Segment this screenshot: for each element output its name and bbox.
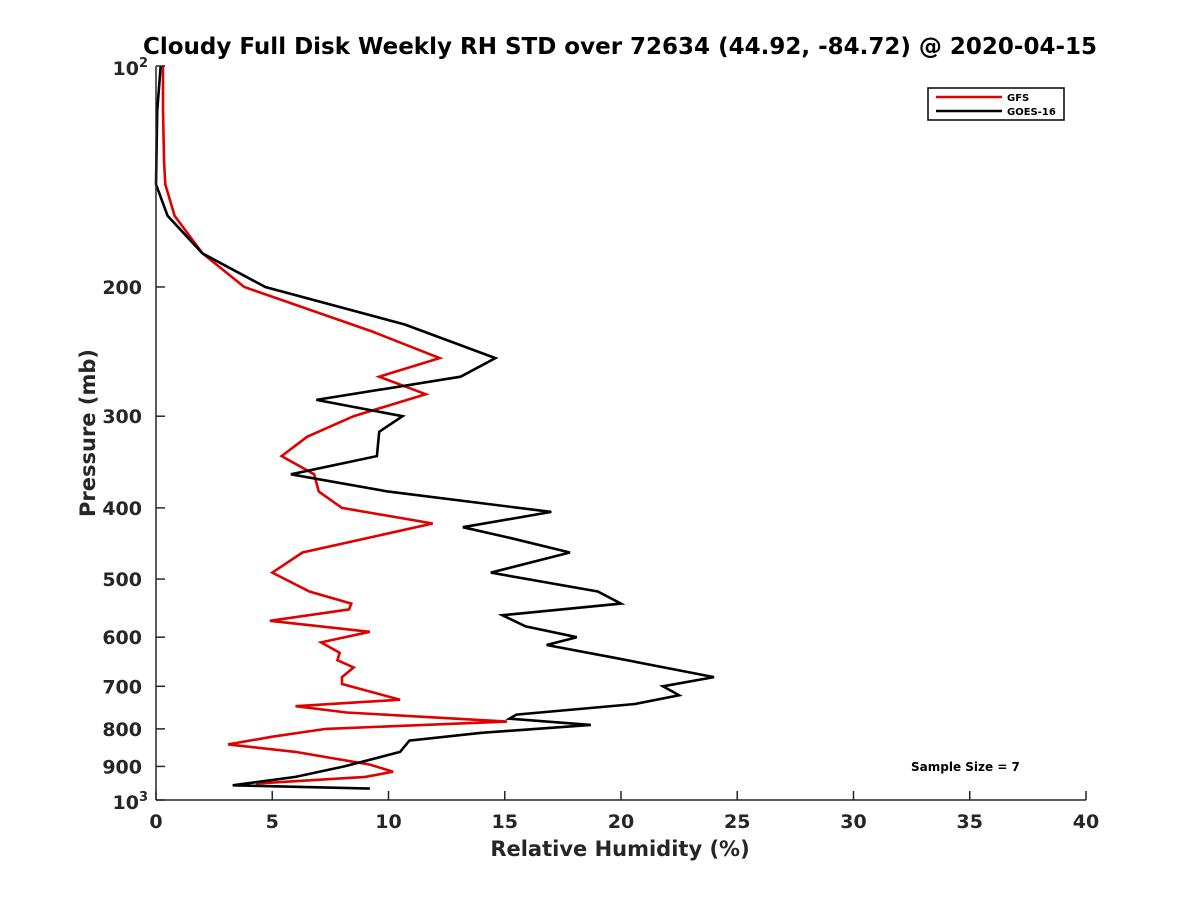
sample-size-annotation: Sample Size = 7: [911, 760, 1020, 774]
legend-label-goes16: GOES-16: [1007, 107, 1056, 118]
y-tick-label: 500: [102, 569, 142, 591]
legend: GFS GOES-16: [927, 87, 1065, 121]
x-tick-label: 30: [840, 811, 866, 833]
y-axis-ticks: 102 200 300 400 500 600 700 800 900 103: [102, 56, 165, 814]
chart-title: Cloudy Full Disk Weekly RH STD over 7263…: [143, 34, 1097, 60]
legend-label-gfs: GFS: [1007, 93, 1029, 104]
y-tick-label: 102: [113, 56, 149, 80]
x-tick-label: 0: [149, 811, 162, 833]
y-tick-label: 900: [102, 756, 142, 778]
series-line-goes16: [154, 65, 715, 790]
x-tick-label: 35: [957, 811, 983, 833]
plot-area: [154, 65, 715, 790]
y-tick-label: 400: [102, 498, 142, 520]
y-tick-label: 300: [102, 406, 142, 428]
x-tick-label: 5: [266, 811, 279, 833]
x-tick-label: 40: [1073, 811, 1099, 833]
x-tick-label: 25: [724, 811, 750, 833]
series-line-gfs: [161, 66, 508, 785]
y-axis-label: Pressure (mb): [76, 349, 100, 517]
x-tick-label: 15: [492, 811, 518, 833]
axes: [155, 66, 1086, 801]
y-tick-label: 200: [102, 277, 142, 299]
y-tick-label: 600: [102, 627, 142, 649]
y-tick-label: 103: [113, 790, 149, 814]
x-axis-ticks: 0 5 10 15 20 25 30 35 40: [149, 791, 1099, 833]
y-tick-label: 700: [102, 676, 142, 698]
x-tick-label: 10: [375, 811, 401, 833]
legend-box: [927, 87, 1065, 121]
y-tick-label: 800: [102, 719, 142, 741]
x-tick-label: 20: [608, 811, 634, 833]
x-axis-label: Relative Humidity (%): [490, 837, 749, 861]
